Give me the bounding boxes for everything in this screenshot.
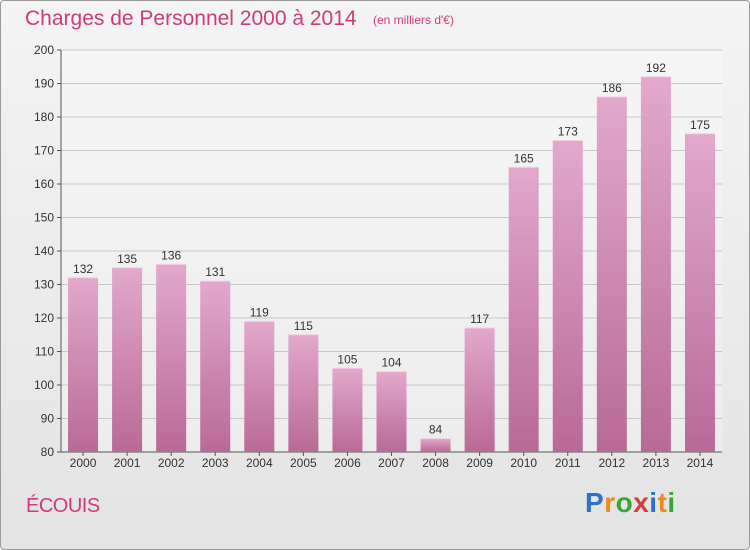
x-tick-label: 2006 [334,456,361,470]
y-tick-label: 130 [34,278,54,292]
x-tick-label: 2000 [70,456,97,470]
data-label: 192 [646,61,666,75]
y-tick-label: 110 [35,345,54,359]
data-label: 131 [205,265,225,279]
data-label: 105 [337,352,357,366]
x-tick-label: 2005 [290,456,317,470]
data-label: 84 [429,423,443,437]
logo-letter: i [667,487,676,518]
x-tick-label: 2013 [643,456,670,470]
data-label: 132 [73,262,93,276]
bar [200,281,231,452]
bar [112,267,143,452]
logo-letter: t [657,487,668,518]
y-tick-label: 160 [34,177,54,191]
x-tick-label: 2001 [114,456,141,470]
y-tick-label: 80 [41,445,55,459]
data-label: 175 [690,118,710,132]
bar [596,96,627,453]
data-label: 173 [558,124,578,138]
y-tick-label: 100 [34,378,54,392]
data-label: 165 [514,151,534,165]
data-label: 136 [161,248,181,262]
x-tick-label: 2011 [555,456,581,470]
bar [508,167,539,452]
bar [332,368,363,452]
bar [420,438,451,452]
chart-title: Charges de Personnel 2000 à 2014 [25,7,357,30]
y-tick-label: 190 [34,77,54,91]
y-tick-label: 200 [34,43,54,57]
y-tick-label: 150 [34,211,54,225]
data-label: 119 [250,305,269,319]
y-tick-label: 90 [41,412,55,426]
chart-subtitle: (en milliers d'€) [373,13,454,27]
data-label: 135 [117,252,137,266]
bar [684,133,715,452]
bar [288,334,319,452]
data-label: 115 [294,319,313,333]
x-tick-label: 2004 [246,456,273,470]
x-tick-label: 2007 [378,456,405,470]
y-tick-label: 140 [34,244,54,258]
x-tick-label: 2008 [422,456,449,470]
y-tick-label: 120 [34,311,54,325]
x-tick-label: 2003 [202,456,229,470]
proxiti-logo: Proxiti [585,487,676,519]
x-tick-label: 2002 [158,456,185,470]
bar [68,277,99,452]
logo-letter: r [604,487,616,518]
x-tick-label: 2012 [598,456,625,470]
x-tick-label: 2014 [687,456,714,470]
data-label: 186 [602,81,622,95]
bar [640,76,671,453]
data-label: 104 [381,356,401,370]
y-tick-label: 180 [34,110,54,124]
logo-letter: i [649,487,658,518]
bar [552,140,583,452]
logo-letter: o [615,487,634,518]
bar [464,328,495,452]
bar [244,321,275,452]
bar [376,371,407,452]
commune-name: ÉCOUIS [26,495,100,517]
x-tick-label: 2010 [510,456,537,470]
logo-letter: x [633,487,650,518]
x-tick-label: 2009 [466,456,493,470]
data-label: 117 [470,312,489,326]
bar [156,264,187,452]
logo-letter: P [585,487,605,518]
y-tick-label: 170 [34,144,54,158]
